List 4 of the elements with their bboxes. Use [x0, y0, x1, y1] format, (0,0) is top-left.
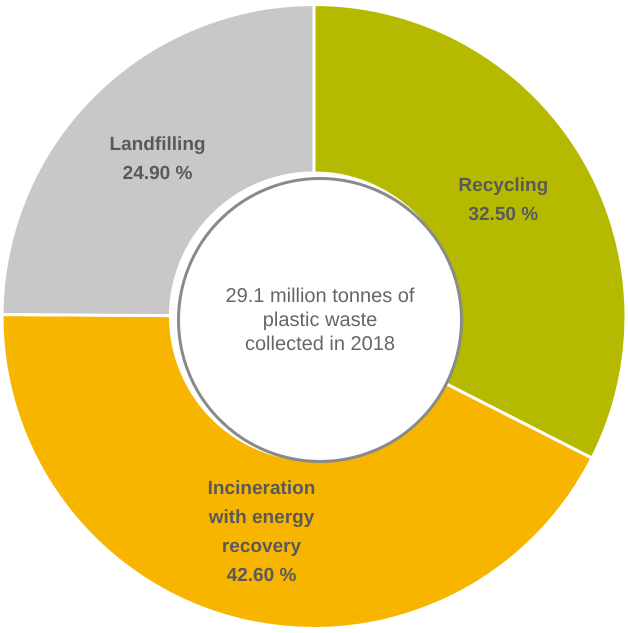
data-label: 32.50 % [468, 204, 538, 226]
data-label: 42.60 % [226, 564, 296, 586]
slice-label: Incineration with energy recovery [208, 478, 316, 557]
slice-label: Landfilling [109, 134, 206, 155]
